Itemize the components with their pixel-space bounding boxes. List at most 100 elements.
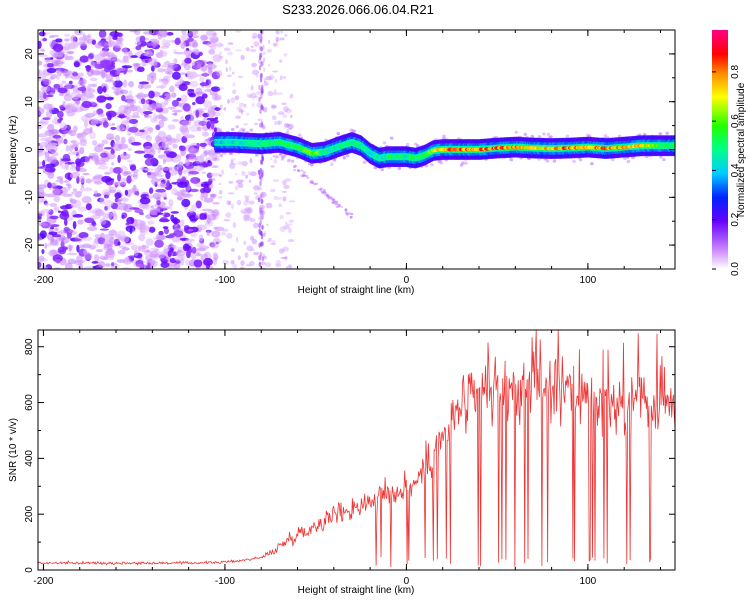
noise-blob (57, 246, 67, 255)
noise-blob (267, 239, 270, 243)
snr-series-line (38, 330, 675, 568)
noise-blob (82, 172, 90, 176)
noise-blob (230, 259, 235, 265)
noise-blob (261, 224, 264, 230)
noise-blob (196, 59, 208, 66)
noise-blob (199, 82, 209, 87)
noise-blob (173, 230, 184, 238)
noise-blob (200, 187, 206, 194)
noise-blob (152, 76, 157, 81)
noise-blob (222, 259, 227, 265)
noise-blob (223, 107, 227, 111)
colorbar: 0.0 0.2 0.4 0.6 0.8 Normalized spectral ampl… (712, 30, 747, 276)
noise-blob (237, 160, 244, 166)
noise-blob (75, 255, 83, 264)
noise-blob (153, 113, 157, 122)
noise-blob (171, 235, 182, 243)
noise-blob (193, 120, 203, 127)
noise-blob (127, 148, 133, 151)
noise-blob (64, 42, 70, 51)
track-halo (300, 174, 304, 178)
noise-blob (129, 30, 138, 33)
noise-blob (173, 262, 181, 269)
track-halo (542, 132, 546, 136)
noise-blob (43, 92, 47, 100)
noise-blob (157, 68, 165, 73)
noise-blob (169, 166, 180, 172)
noise-blob (217, 240, 223, 243)
noise-blob (168, 203, 173, 211)
noise-blob (123, 171, 132, 175)
noise-blob (103, 147, 114, 150)
noise-blob (236, 199, 242, 206)
noise-blob (257, 197, 261, 203)
noise-blob (112, 167, 123, 174)
noise-blob (234, 173, 238, 176)
noise-blob (281, 190, 288, 193)
track-halo (279, 153, 283, 156)
noise-blob (280, 30, 283, 34)
noise-blob (38, 31, 46, 37)
noise-blob (126, 98, 137, 105)
noise-blob (227, 42, 234, 45)
spectrogram-ylabel: Frequency (Hz) (8, 116, 19, 185)
track-halo (275, 155, 279, 159)
noise-blob (134, 40, 142, 46)
noise-blob (195, 96, 205, 105)
noise-blob (273, 158, 278, 164)
track-halo (389, 136, 394, 140)
noise-blob (118, 113, 125, 119)
y-tick-label: 600 (24, 394, 35, 411)
noise-blob (277, 111, 285, 116)
noise-blob (251, 62, 257, 68)
noise-blob (279, 214, 284, 220)
noise-blob (155, 114, 165, 120)
noise-blob (157, 154, 165, 159)
noise-blob (208, 49, 216, 55)
noise-blob (223, 47, 231, 52)
noise-blob (60, 158, 72, 162)
track-halo (349, 215, 353, 219)
noise-blob (54, 206, 60, 212)
noise-blob (171, 112, 178, 116)
noise-blob (214, 116, 219, 121)
noise-blob (283, 224, 290, 230)
noise-blob (99, 218, 107, 225)
noise-blob (113, 182, 123, 187)
noise-blob (70, 198, 77, 204)
track-halo (297, 133, 302, 137)
noise-blob (202, 71, 209, 78)
noise-blob (97, 261, 106, 268)
noise-blob (69, 103, 80, 110)
noise-blob (229, 163, 236, 169)
noise-blob (179, 78, 183, 85)
noise-blob (121, 247, 130, 251)
noise-blob (139, 197, 151, 205)
y-tick-label: 10 (24, 96, 35, 108)
noise-blob (139, 35, 146, 43)
noise-blob (199, 142, 207, 147)
noise-blob (109, 41, 119, 47)
noise-blob (167, 141, 173, 145)
noise-blob (121, 127, 128, 131)
x-tick-label: 100 (580, 576, 597, 587)
noise-blob (180, 127, 190, 136)
noise-blob (275, 259, 281, 266)
noise-blob (111, 122, 116, 126)
noise-blob (123, 51, 131, 55)
spectrogram-signal-layer (213, 125, 675, 219)
noise-blob (249, 248, 255, 252)
noise-blob (64, 262, 73, 269)
noise-blob (55, 38, 63, 43)
noise-blob (92, 266, 97, 269)
noise-blob (144, 114, 153, 119)
noise-blob (42, 37, 48, 42)
noise-blob (126, 216, 135, 225)
x-tick-label: -200 (33, 576, 53, 587)
track-halo (405, 142, 410, 147)
noise-blob (252, 222, 259, 229)
noise-blob (284, 255, 288, 261)
noise-blob (257, 169, 261, 175)
noise-blob (105, 73, 114, 82)
